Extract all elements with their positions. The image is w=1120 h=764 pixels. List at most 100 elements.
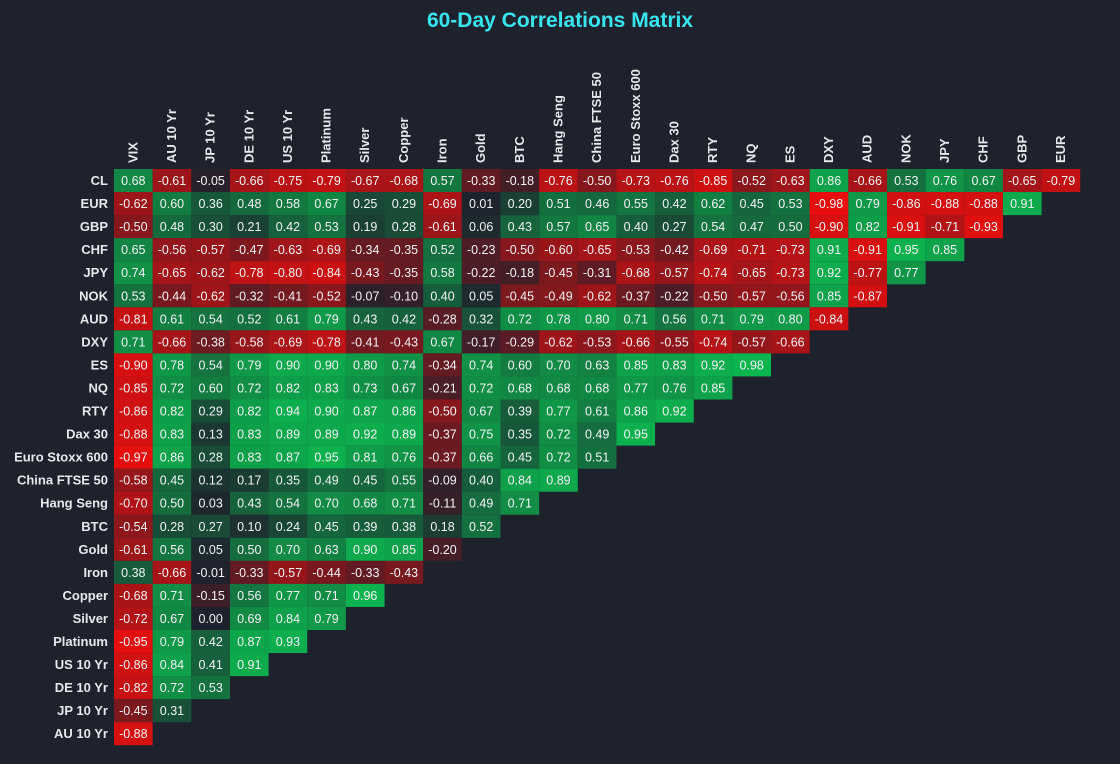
heatmap-cell xyxy=(887,261,926,285)
row-label: Gold xyxy=(78,542,108,557)
cell-value: 0.80 xyxy=(778,312,802,326)
cell-value: 0.70 xyxy=(314,497,338,511)
cell-value: 0.39 xyxy=(508,405,532,419)
cell-value: -0.61 xyxy=(428,220,457,234)
heatmap-cell xyxy=(1002,192,1042,216)
heatmap-cell xyxy=(307,353,346,377)
heatmap-cell xyxy=(191,261,230,285)
cell-value: 0.52 xyxy=(469,520,493,534)
cell-value: 0.71 xyxy=(701,312,725,326)
cell-value: -0.53 xyxy=(622,243,651,257)
heatmap-cell xyxy=(809,215,849,239)
cell-value: 0.68 xyxy=(546,381,570,395)
heatmap-cell xyxy=(307,307,346,331)
cell-value: 0.45 xyxy=(353,474,377,488)
heatmap-cell xyxy=(268,192,308,216)
heatmap-cell xyxy=(732,192,772,216)
chart-title: 60-Day Correlations Matrix xyxy=(426,9,694,32)
heatmap-cell xyxy=(191,491,230,515)
cell-value: -0.42 xyxy=(660,243,689,257)
heatmap-cell xyxy=(461,399,501,423)
cell-value: -0.34 xyxy=(351,243,380,257)
heatmap-cell xyxy=(268,583,308,607)
cell-value: -0.43 xyxy=(390,335,419,349)
row-label: AU 10 Yr xyxy=(54,726,108,741)
heatmap-cell xyxy=(114,445,153,469)
heatmap-cell xyxy=(114,653,153,677)
heatmap-cell xyxy=(423,468,462,492)
heatmap-cell xyxy=(577,422,617,446)
cell-value: 0.89 xyxy=(276,428,300,442)
heatmap-cell xyxy=(152,376,192,400)
heatmap-cell xyxy=(384,215,424,239)
cell-value: 0.42 xyxy=(198,635,222,649)
heatmap-cell xyxy=(616,376,656,400)
cell-value: -0.44 xyxy=(312,566,341,580)
cell-value: 0.87 xyxy=(353,405,377,419)
heatmap-cell xyxy=(114,192,153,216)
cell-value: 0.40 xyxy=(624,220,648,234)
cell-value: -0.65 xyxy=(583,243,612,257)
cell-value: 0.38 xyxy=(392,520,416,534)
heatmap-cell xyxy=(307,583,346,607)
heatmap-cell xyxy=(616,399,656,423)
heatmap-cell xyxy=(577,353,617,377)
cell-value: 0.79 xyxy=(237,358,261,372)
cell-value: 0.06 xyxy=(469,220,493,234)
heatmap-cell xyxy=(345,238,385,262)
cell-value: 0.54 xyxy=(198,312,222,326)
heatmap-cell xyxy=(229,468,269,492)
heatmap-cell xyxy=(268,353,308,377)
heatmap-cell xyxy=(268,284,308,308)
cell-value: -0.78 xyxy=(312,335,341,349)
cell-value: -0.58 xyxy=(119,474,148,488)
heatmap-cell xyxy=(809,284,849,308)
row-label: NQ xyxy=(89,380,109,395)
heatmap-cell xyxy=(191,445,230,469)
cell-value: -0.68 xyxy=(390,174,419,188)
cell-value: -0.15 xyxy=(196,589,225,603)
cell-value: 0.29 xyxy=(198,405,222,419)
cell-value: -0.73 xyxy=(776,266,805,280)
heatmap-cell xyxy=(577,399,617,423)
cell-value: -0.79 xyxy=(312,174,341,188)
heatmap-cell xyxy=(229,307,269,331)
heatmap-cell xyxy=(345,169,385,193)
heatmap-cell xyxy=(423,399,462,423)
cell-value: -0.66 xyxy=(158,335,187,349)
heatmap-cell xyxy=(268,215,308,239)
cell-value: -0.95 xyxy=(119,635,148,649)
cell-value: 0.78 xyxy=(546,312,570,326)
heatmap-cell xyxy=(693,353,733,377)
heatmap-cell xyxy=(268,606,308,630)
cell-value: 0.93 xyxy=(276,635,300,649)
heatmap-cell xyxy=(771,284,810,308)
heatmap-cell xyxy=(655,399,694,423)
cell-value: 0.71 xyxy=(624,312,648,326)
cell-value: -0.31 xyxy=(583,266,612,280)
cell-value: 0.55 xyxy=(624,197,648,211)
cell-value: 0.67 xyxy=(314,197,338,211)
heatmap-cell xyxy=(848,261,887,285)
heatmap-cell xyxy=(693,169,733,193)
cell-value: 0.71 xyxy=(121,335,145,349)
cell-value: 0.63 xyxy=(314,543,338,557)
heatmap-cell xyxy=(809,238,849,262)
cell-value: 0.90 xyxy=(314,405,338,419)
cell-value: 0.27 xyxy=(198,520,222,534)
cell-value: -0.78 xyxy=(235,266,264,280)
column-label: NOK xyxy=(898,134,913,164)
cell-value: 0.53 xyxy=(314,220,338,234)
heatmap-cell xyxy=(964,192,1003,216)
heatmap-cell xyxy=(191,560,230,584)
row-label: DE 10 Yr xyxy=(55,680,108,695)
heatmap-cell xyxy=(461,307,501,331)
heatmap-cell xyxy=(384,238,424,262)
cell-value: 0.48 xyxy=(237,197,261,211)
cell-value: 0.42 xyxy=(392,312,416,326)
cell-value: 0.73 xyxy=(353,381,377,395)
heatmap-cell xyxy=(114,353,153,377)
cell-value: -0.65 xyxy=(1008,174,1037,188)
heatmap-cell xyxy=(191,353,230,377)
row-label: China FTSE 50 xyxy=(17,473,108,488)
